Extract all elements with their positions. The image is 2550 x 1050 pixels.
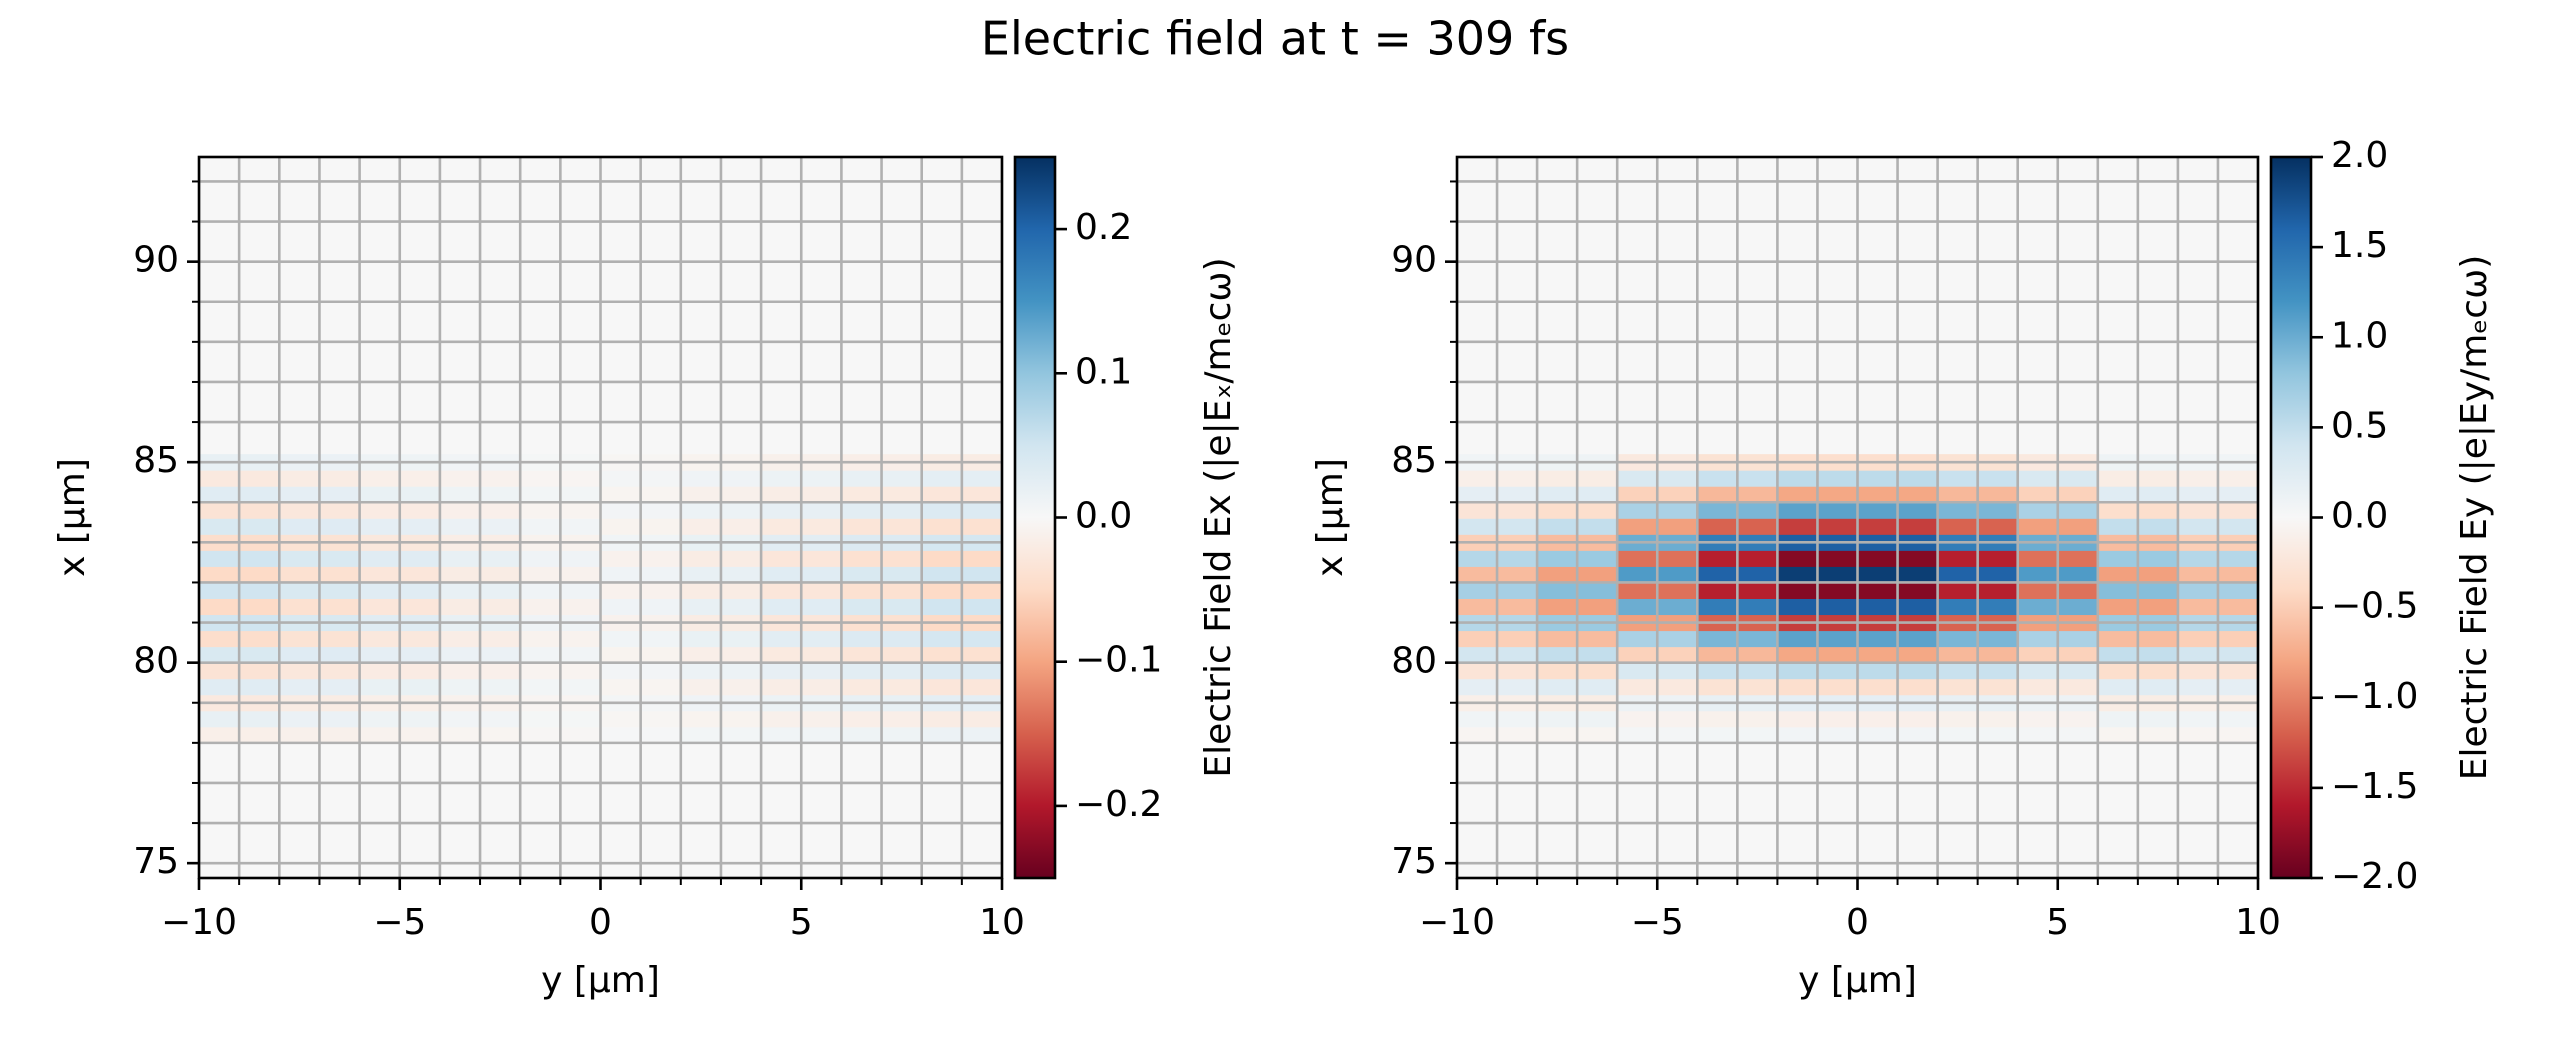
y-tick-label: 85 [133,440,179,481]
y-tick-label: 90 [133,240,179,281]
x-tick-label: 10 [979,902,1025,943]
y-axis-label: x [µm] [52,458,93,577]
colorbar-tick-label: −1.5 [2331,766,2418,807]
x-tick-label: 0 [1846,902,1869,943]
colorbar-label: Electric Field Ey (|e|Ey/mₑcω) [2454,255,2495,781]
colorbar-tick-label: 0.0 [1075,496,1132,537]
colorbar-label: Electric Field Ex (|e|Eₓ/mₑcω) [1198,257,1239,777]
colorbar-tick-label: −0.2 [1075,784,1162,825]
y-axis-label: x [µm] [1310,458,1351,577]
x-tick-label: −10 [1419,902,1495,943]
y-tick-label: 80 [133,641,179,682]
colorbar-tick-label: 0.1 [1075,351,1132,392]
figure-title: Electric field at t = 309 fs [981,12,1569,66]
colorbar [2269,155,2313,880]
x-tick-label: −10 [161,902,237,943]
y-tick-label: 90 [1391,240,1437,281]
x-tick-label: −5 [1631,902,1684,943]
colorbar-tick-label: −0.5 [2331,586,2418,627]
colorbar-tick-label: −0.1 [1075,640,1162,681]
x-axis-label: y [µm] [1798,960,1917,1001]
y-tick-label: 75 [1391,841,1437,882]
colorbar-tick-label: −1.0 [2331,676,2418,717]
y-tick-label: 75 [133,841,179,882]
colorbar [1013,155,1057,880]
plot-area [199,157,1002,878]
colorbar-tick-label: 0.2 [1075,207,1132,248]
colorbar-tick-label: 2.0 [2331,135,2388,176]
x-tick-label: 0 [589,902,612,943]
y-tick-label: 85 [1391,440,1437,481]
y-tick-label: 80 [1391,641,1437,682]
colorbar-tick-label: 1.5 [2331,225,2388,266]
x-tick-label: 5 [2046,902,2069,943]
colorbar-tick-label: 0.0 [2331,496,2388,537]
x-axis-label: y [µm] [541,960,660,1001]
plot-area [1457,157,2258,878]
x-tick-label: 10 [2235,902,2281,943]
x-tick-label: −5 [373,902,426,943]
colorbar-tick-label: −2.0 [2331,856,2418,897]
colorbar-tick-label: 0.5 [2331,405,2388,446]
x-tick-label: 5 [790,902,813,943]
colorbar-tick-label: 1.0 [2331,315,2388,356]
